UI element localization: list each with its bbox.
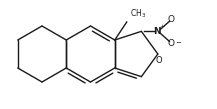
Text: −: − (175, 40, 181, 46)
Text: N: N (154, 27, 161, 36)
Text: +: + (160, 24, 165, 29)
Text: O: O (156, 55, 162, 65)
Text: CH$_3$: CH$_3$ (130, 8, 146, 20)
Text: O: O (168, 15, 175, 24)
Text: O: O (168, 39, 175, 48)
